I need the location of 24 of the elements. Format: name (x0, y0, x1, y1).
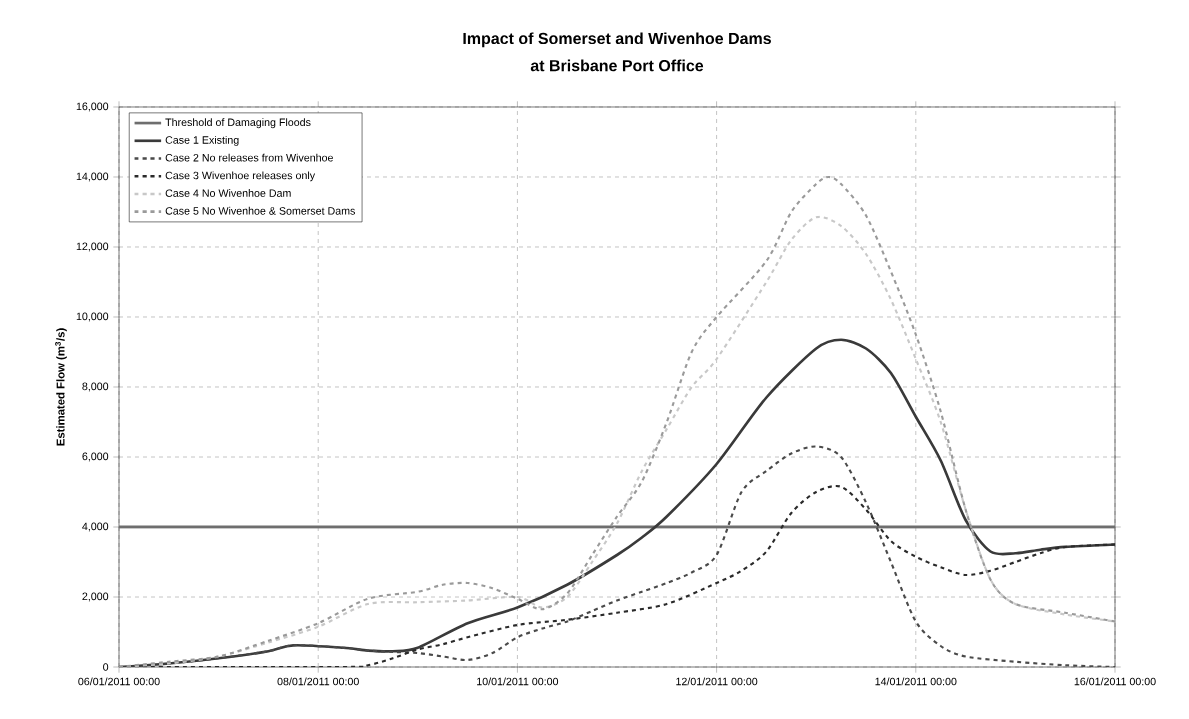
x-tick-label: 06/01/2011 00:00 (78, 677, 160, 686)
y-tick-label: 10,000 (76, 312, 109, 322)
legend-label: Case 3 Wivenhoe releases only (165, 171, 316, 182)
y-axis-title: Estimated Flow (m$^{3}$/s) (55, 328, 67, 446)
legend-label: Case 4 No Wivenhoe Dam (165, 189, 291, 197)
x-tick-label: 08/01/2011 00:00 (277, 677, 359, 686)
y-tick-label: 14,000 (76, 172, 109, 182)
y-tick-label: 8,000 (82, 382, 109, 392)
legend-label: Threshold of Damaging Floods (165, 118, 311, 129)
legend-label: Case 5 No Wivenhoe & Somerset Dams (165, 206, 356, 215)
legend-label: Case 1 Existing (165, 135, 239, 146)
y-tick-label: 16,000 (76, 102, 109, 112)
y-tick-label: 4,000 (82, 522, 109, 532)
y-tick-label: 2,000 (82, 592, 109, 602)
chart-subtitle: at Brisbane Port Office (530, 59, 704, 72)
legend-label: Case 2 No releases from Wivenhoe (165, 153, 333, 162)
x-tick-label: 12/01/2011 00:00 (676, 677, 758, 686)
x-tick-label: 10/01/2011 00:00 (477, 677, 559, 686)
y-tick-label: 0 (103, 663, 109, 671)
chart-title: Impact of Somerset and Wivenhoe Dams (463, 32, 771, 48)
x-tick-label: 14/01/2011 00:00 (875, 677, 957, 686)
y-tick-label: 12,000 (76, 242, 109, 252)
y-tick-label: 6,000 (82, 452, 109, 462)
x-tick-label: 16/01/2011 00:00 (1074, 677, 1156, 686)
